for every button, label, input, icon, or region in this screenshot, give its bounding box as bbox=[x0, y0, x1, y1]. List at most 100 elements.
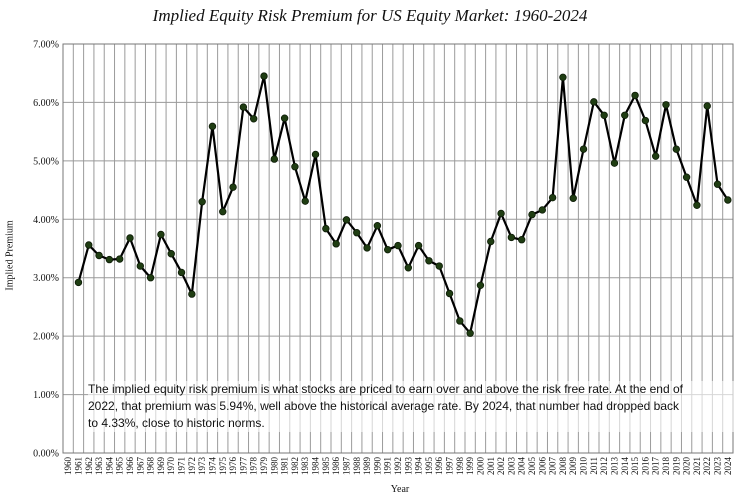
data-point bbox=[177, 268, 186, 277]
x-tick-label: 1974 bbox=[207, 457, 217, 476]
x-tick-label: 2003 bbox=[506, 457, 516, 476]
x-tick-label: 1990 bbox=[372, 457, 382, 476]
x-tick-label: 1989 bbox=[362, 457, 372, 476]
x-tick-label: 2018 bbox=[661, 457, 671, 476]
x-tick-label: 1993 bbox=[403, 457, 413, 476]
data-point bbox=[105, 255, 114, 264]
data-point bbox=[342, 216, 351, 224]
x-tick-label: 1998 bbox=[455, 457, 465, 476]
y-tick-label: 3.00% bbox=[33, 273, 59, 284]
data-point bbox=[507, 233, 516, 242]
x-tick-label: 1980 bbox=[269, 457, 279, 476]
data-point bbox=[631, 91, 639, 100]
x-tick-label: 1964 bbox=[104, 457, 114, 476]
data-point bbox=[74, 278, 83, 287]
data-point bbox=[425, 257, 433, 265]
data-point bbox=[538, 206, 547, 214]
y-tick-label: 6.00% bbox=[33, 98, 59, 109]
data-point bbox=[610, 159, 619, 167]
data-point bbox=[528, 210, 536, 219]
data-point bbox=[167, 250, 175, 258]
x-tick-label: 2022 bbox=[702, 457, 712, 475]
x-axis-label: Year bbox=[390, 484, 410, 495]
x-tick-label: 2005 bbox=[527, 457, 537, 476]
data-point bbox=[435, 262, 443, 270]
x-tick-label: 2012 bbox=[599, 457, 609, 475]
x-tick-label: 1986 bbox=[331, 457, 341, 476]
y-tick-label: 0.00% bbox=[33, 449, 59, 460]
plot-frame bbox=[62, 43, 734, 454]
data-point bbox=[260, 72, 268, 80]
data-point bbox=[353, 229, 361, 237]
x-tick-label: 2014 bbox=[620, 457, 630, 476]
x-tick-label: 1960 bbox=[63, 457, 73, 476]
x-tick-label: 1965 bbox=[115, 457, 125, 476]
x-tick-label: 1996 bbox=[434, 457, 444, 476]
data-point bbox=[456, 317, 464, 325]
data-point bbox=[466, 329, 474, 337]
data-point bbox=[713, 180, 722, 188]
x-tick-label: 1984 bbox=[311, 457, 321, 476]
data-point bbox=[487, 237, 495, 246]
data-point bbox=[641, 116, 650, 125]
y-tick-label: 2.00% bbox=[33, 332, 59, 343]
x-tick-label: 1966 bbox=[125, 457, 135, 476]
x-tick-label: 2013 bbox=[609, 457, 619, 476]
x-tick-label: 2008 bbox=[558, 457, 568, 476]
data-point bbox=[229, 183, 237, 191]
x-tick-label: 2017 bbox=[651, 457, 661, 476]
data-point bbox=[662, 101, 670, 109]
x-tick-label: 2016 bbox=[640, 457, 650, 476]
x-tick-label: 2023 bbox=[713, 457, 723, 476]
x-tick-label: 1979 bbox=[259, 457, 269, 476]
x-tick-label: 1982 bbox=[290, 457, 300, 475]
x-tick-label: 1969 bbox=[156, 457, 166, 476]
data-point bbox=[559, 73, 567, 82]
x-tick-label: 1981 bbox=[280, 457, 290, 475]
x-tick-label: 1977 bbox=[238, 457, 248, 476]
x-tick-label: 1997 bbox=[445, 457, 455, 476]
data-point bbox=[301, 197, 309, 205]
data-point bbox=[703, 102, 711, 110]
x-tick-label: 1968 bbox=[146, 457, 156, 476]
data-point bbox=[291, 162, 299, 171]
x-tick-label: 2011 bbox=[589, 457, 599, 475]
x-tick-label: 1994 bbox=[414, 457, 424, 476]
x-tick-label: 1983 bbox=[300, 457, 310, 476]
data-point bbox=[198, 198, 206, 206]
data-point bbox=[724, 196, 732, 204]
data-point bbox=[600, 111, 608, 119]
x-tick-label: 1999 bbox=[465, 457, 475, 476]
data-point bbox=[394, 241, 402, 250]
x-tick-label: 1971 bbox=[177, 457, 187, 475]
data-point bbox=[311, 150, 320, 159]
data-point bbox=[280, 114, 289, 122]
data-point bbox=[517, 236, 526, 244]
y-tick-label: 4.00% bbox=[33, 215, 59, 226]
x-tick-label: 2010 bbox=[579, 457, 589, 476]
data-point bbox=[332, 240, 340, 248]
data-point bbox=[126, 234, 134, 242]
x-tick-label: 1985 bbox=[321, 457, 331, 476]
data-point bbox=[208, 122, 217, 131]
x-tick-label: 2019 bbox=[671, 457, 681, 476]
x-tick-label: 1962 bbox=[84, 457, 94, 475]
data-point bbox=[651, 152, 660, 160]
data-point bbox=[414, 241, 423, 250]
data-point bbox=[404, 264, 413, 272]
data-point bbox=[363, 244, 371, 252]
x-tick-label: 2009 bbox=[568, 457, 578, 476]
data-point bbox=[95, 251, 103, 260]
x-tick-label: 2001 bbox=[486, 457, 496, 475]
data-point bbox=[682, 173, 691, 181]
series-line bbox=[77, 75, 729, 335]
data-point bbox=[157, 230, 165, 239]
x-tick-label: 1992 bbox=[393, 457, 403, 475]
data-point bbox=[373, 222, 382, 230]
chart-title: Implied Equity Risk Premium for US Equit… bbox=[152, 6, 588, 25]
data-point bbox=[136, 262, 145, 270]
x-tick-label: 2002 bbox=[496, 457, 506, 475]
x-tick-label: 2024 bbox=[723, 457, 733, 476]
x-tick-label: 2000 bbox=[475, 457, 485, 476]
